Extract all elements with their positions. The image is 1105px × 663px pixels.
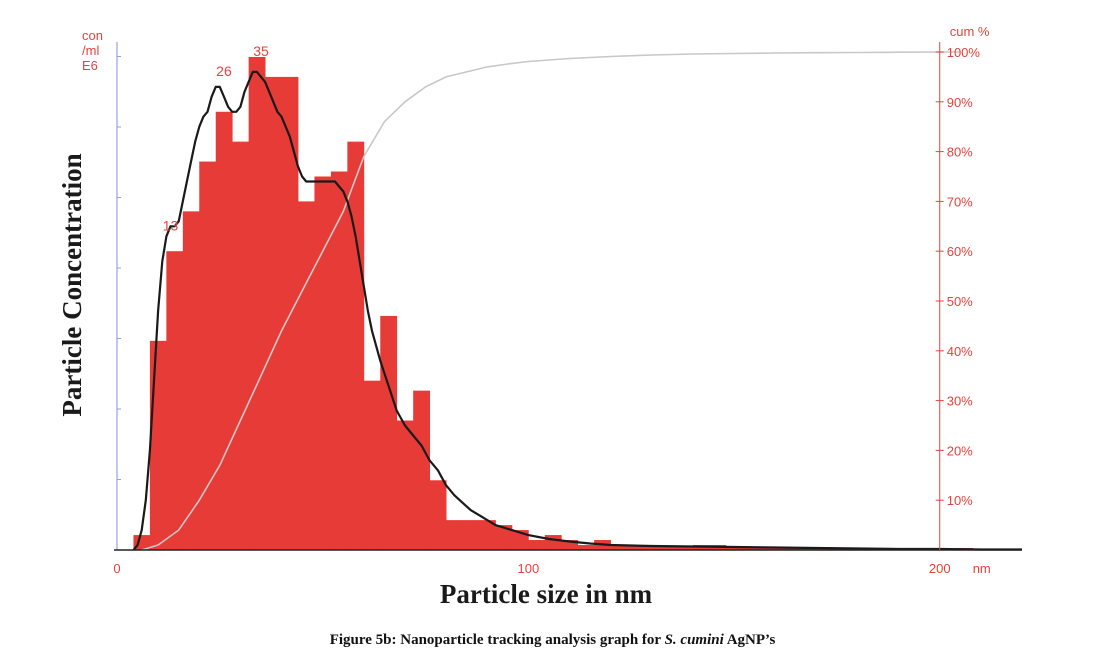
left-unit-label: E6 [82,58,98,73]
curves [132,51,1022,551]
histogram-bar [298,201,315,550]
x-tick-label: 200 [929,561,951,576]
histogram-bar [265,76,282,551]
figure-caption: Figure 5b: Nanoparticle tracking analysi… [0,632,1105,649]
histogram-bar [462,520,480,550]
right-tick-label: 80% [947,145,973,160]
right-tick-label: 90% [947,95,973,110]
histogram-bar [314,176,332,550]
x-tick-label: 0 [113,561,120,576]
caption-species: S. cumini [664,632,724,648]
histogram-bar [396,420,414,550]
histogram-bar [347,141,365,550]
histogram-bar [446,520,463,550]
concentration-line [132,70,1022,551]
right-unit-label: cum % [950,24,990,39]
histogram-bar [610,546,628,550]
histogram-bar [775,548,793,550]
right-tick-label: 100% [947,45,981,60]
histogram-bar [742,547,760,550]
right-tick-label: 70% [947,194,973,209]
histogram-bar [182,211,200,551]
axes [114,42,1022,551]
histogram-bar [232,141,250,550]
histogram-bar [380,315,398,550]
histogram-bar [660,546,677,550]
histogram-bar [561,540,579,550]
right-tick-label: 50% [947,294,973,309]
histogram-bar [676,546,694,550]
x-axis-title: Particle size in nm [440,579,653,609]
right-tick-label: 30% [947,394,973,409]
axis-labels: 10% 20% 30% 40% 50% 60% 70% 80% 90% 100% 0 100 200 nm… [57,24,991,609]
right-tick-label: 20% [947,443,973,458]
left-unit-label: con [82,28,103,43]
x-tick-label: 100 [518,561,540,576]
histogram-bar [758,548,776,550]
histogram-bar [413,390,431,550]
peak-label: 26 [216,63,232,79]
histogram-bar [643,546,661,550]
caption-prefix: Figure 5b: Nanoparticle tracking analysi… [329,632,665,648]
histogram-bar [528,540,546,550]
histogram-bar [495,525,513,550]
y-axis-title: Particle Concentration [57,153,87,416]
right-tick-label: 40% [947,344,973,359]
cumulative-percent-line [141,51,961,551]
histogram-bar [725,547,743,550]
histogram-bar [544,535,562,550]
histogram-bar [166,251,184,550]
histogram-bar [149,340,167,550]
right-tick-label: 10% [947,493,973,508]
histogram-bars [133,56,990,551]
histogram-bar [363,380,381,550]
x-unit-label: nm [973,561,991,576]
histogram-bar [330,171,348,550]
histogram-bar [429,480,447,550]
histogram-bar [199,161,217,550]
histogram-bar [248,56,266,550]
left-unit-label: /ml [82,43,99,58]
histogram-bar [479,520,496,550]
caption-suffix: AgNP’s [723,632,776,648]
histogram-bar [215,111,233,550]
histogram-bar [791,548,809,550]
peak-label: 35 [253,43,269,59]
right-tick-label: 60% [947,244,973,259]
histogram-bar [577,545,595,550]
peak-label: 13 [163,217,179,233]
histogram-bar [627,546,644,550]
